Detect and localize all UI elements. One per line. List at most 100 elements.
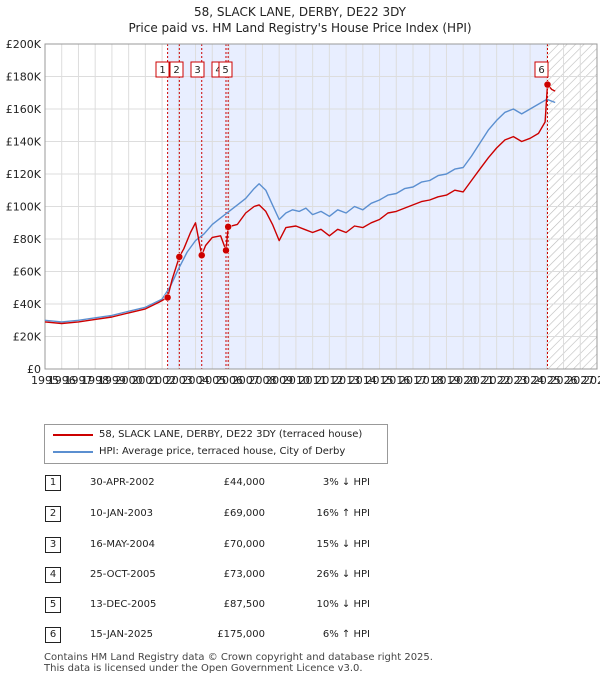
sale-row: 6 15-JAN-2025 £175,000 6% ↑ HPI	[0, 624, 600, 646]
sale-point	[543, 80, 552, 89]
x-tick-label: 2027	[566, 374, 594, 387]
sale-label-number: 3	[194, 65, 200, 76]
footer-licence: This data is licensed under the Open Gov…	[44, 663, 363, 674]
x-tick-label: 2025	[533, 374, 561, 387]
y-tick-label: £0	[27, 363, 41, 376]
sale-row: 3 16-MAY-2004 £70,000 15% ↓ HPI	[0, 534, 600, 556]
sale-hpi-diff: 10% ↓ HPI	[316, 599, 370, 610]
sale-row: 4 25-OCT-2005 £73,000 26% ↓ HPI	[0, 564, 600, 586]
footer-copyright: Contains HM Land Registry data © Crown c…	[44, 652, 433, 663]
legend-price-swatch	[53, 434, 93, 436]
plot-frame	[44, 43, 598, 370]
x-tick-label: 2018	[416, 374, 444, 387]
y-tick-label: £120K	[6, 168, 42, 181]
sale-row: 5 13-DEC-2005 £87,500 10% ↓ HPI	[0, 594, 600, 616]
x-tick-label: 2023	[499, 374, 527, 387]
sale-label-number: 6	[538, 65, 544, 76]
chart-subtitle: Price paid vs. HM Land Registry's House …	[128, 21, 472, 35]
x-tick-label: 2008	[248, 374, 276, 387]
y-tick-label: £60K	[13, 266, 42, 279]
hpi-series-line	[44, 98, 556, 323]
x-tick-label: 2014	[349, 374, 377, 387]
sale-date: 15-JAN-2025	[90, 629, 154, 640]
sale-date: 13-DEC-2005	[90, 599, 157, 610]
x-tick-label: 2010	[282, 374, 310, 387]
sale-price: £175,000	[217, 629, 265, 640]
x-tick-label: 2024	[516, 374, 544, 387]
sale-number: 1	[45, 475, 61, 491]
x-tick-label: 2003	[165, 374, 193, 387]
legend-hpi-label: HPI: Average price, terraced house, City…	[99, 446, 346, 457]
sale-date: 10-JAN-2003	[90, 508, 154, 519]
x-tick-label: 2001	[131, 374, 159, 387]
sale-point	[224, 223, 232, 231]
y-tick-label: £160K	[6, 103, 42, 116]
sale-price: £73,000	[223, 569, 265, 580]
sale-label-box	[169, 61, 184, 78]
x-tick-label: 2016	[382, 374, 410, 387]
price-chart: £0 £20K £40K £60K £80K £100K £120K £140K £160K £1…	[6, 38, 600, 387]
sale-price: £69,000	[223, 508, 265, 519]
x-tick-label: 2020	[449, 374, 477, 387]
sale-row: 1 30-APR-2002 £44,000 3% ↓ HPI	[0, 472, 600, 494]
x-tick-label: 2015	[366, 374, 394, 387]
sale-date: 25-OCT-2005	[90, 569, 156, 580]
sale-number: 4	[45, 567, 61, 583]
x-tick-label: 2013	[332, 374, 360, 387]
sale-number: 5	[45, 597, 61, 613]
sale-hpi-diff: 16% ↑ HPI	[316, 508, 370, 519]
y-tick-label: £80K	[13, 233, 42, 246]
x-tick-label: 2007	[232, 374, 260, 387]
sale-point	[222, 246, 230, 255]
x-tick-label: 1996	[48, 374, 76, 387]
x-tick-label: 1998	[81, 374, 109, 387]
sale-hpi-diff: 3% ↓ HPI	[322, 477, 370, 488]
x-tick-label: 2011	[299, 374, 327, 387]
sale-price: £44,000	[223, 477, 265, 488]
sale-number: 3	[45, 537, 61, 553]
sale-price: £70,000	[223, 539, 265, 550]
x-tick-label: 2026	[550, 374, 578, 387]
y-tick-label: £140K	[6, 136, 42, 149]
y-tick-label: £100K	[6, 201, 42, 214]
sale-label-box	[190, 61, 205, 78]
sale-hpi-diff: 6% ↑ HPI	[322, 629, 370, 640]
sale-price: £87,500	[223, 599, 265, 610]
x-tick-label: 1999	[98, 374, 126, 387]
sale-label-box	[218, 61, 233, 78]
legend: 58, SLACK LANE, DERBY, DE22 3DY (terrace…	[44, 424, 388, 464]
legend-hpi-swatch	[53, 451, 93, 453]
y-tick-label: £180K	[6, 71, 42, 84]
x-tick-label: 2017	[399, 374, 427, 387]
sale-hpi-diff: 26% ↓ HPI	[316, 569, 370, 580]
x-tick-label: 2022	[483, 374, 511, 387]
sale-point	[197, 251, 206, 259]
x-tick-label: 2006	[215, 374, 243, 387]
sale-row: 2 10-JAN-2003 £69,000 16% ↑ HPI	[0, 503, 600, 525]
sale-label-number: 2	[173, 65, 179, 76]
sale-label-box	[534, 61, 549, 78]
sale-date: 16-MAY-2004	[90, 539, 156, 550]
x-tick-label: 2019	[432, 374, 460, 387]
x-tick-label: 2004	[182, 374, 210, 387]
x-tick-label: 1997	[64, 374, 92, 387]
x-tick-label: 2002	[148, 374, 176, 387]
sale-label-number: 1	[159, 65, 165, 76]
x-tick-label: 2005	[198, 374, 226, 387]
sale-hpi-diff: 15% ↓ HPI	[316, 539, 370, 550]
x-tick-label: 2009	[265, 374, 293, 387]
x-tick-label: 2000	[115, 374, 143, 387]
x-tick-label: 1995	[31, 374, 59, 387]
chart-title: 58, SLACK LANE, DERBY, DE22 3DY	[193, 5, 407, 19]
legend-price-label: 58, SLACK LANE, DERBY, DE22 3DY (terrace…	[99, 429, 363, 440]
sale-point	[163, 293, 172, 302]
sale-label-number: 5	[222, 65, 228, 76]
sale-point	[175, 253, 184, 261]
sale-number: 2	[45, 506, 61, 522]
x-tick-label: 2021	[466, 374, 494, 387]
x-tick-label: 2012	[315, 374, 343, 387]
sale-label-box	[155, 61, 170, 78]
sale-number: 6	[45, 627, 61, 643]
y-tick-label: £200K	[6, 38, 42, 51]
sale-date: 30-APR-2002	[90, 477, 155, 488]
